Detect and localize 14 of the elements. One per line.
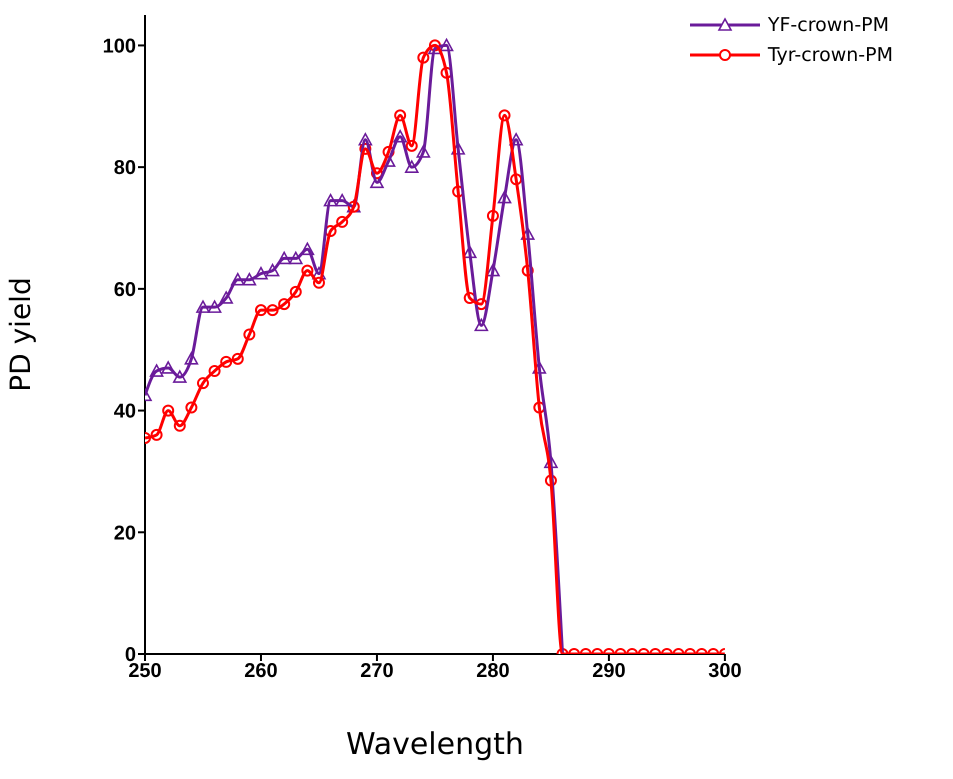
legend-label: Tyr-crown-PM	[768, 44, 893, 66]
x-axis-title: Wavelength	[346, 727, 524, 762]
y-axis-title: PD yield	[4, 277, 37, 392]
x-tick-label: 290	[592, 660, 626, 682]
y-tick-label: 20	[114, 522, 136, 544]
legend-label: YF-crown-PM	[768, 14, 890, 36]
x-tick-label: 270	[360, 660, 394, 682]
y-tick-label: 80	[114, 157, 136, 180]
x-tick-label: 260	[244, 660, 278, 682]
y-tick-label: 40	[114, 400, 136, 423]
y-tick-label: 60	[114, 278, 136, 301]
x-tick-label: 300	[708, 660, 742, 682]
x-tick-label: 280	[476, 660, 510, 682]
y-tick-label: 100	[102, 36, 136, 58]
